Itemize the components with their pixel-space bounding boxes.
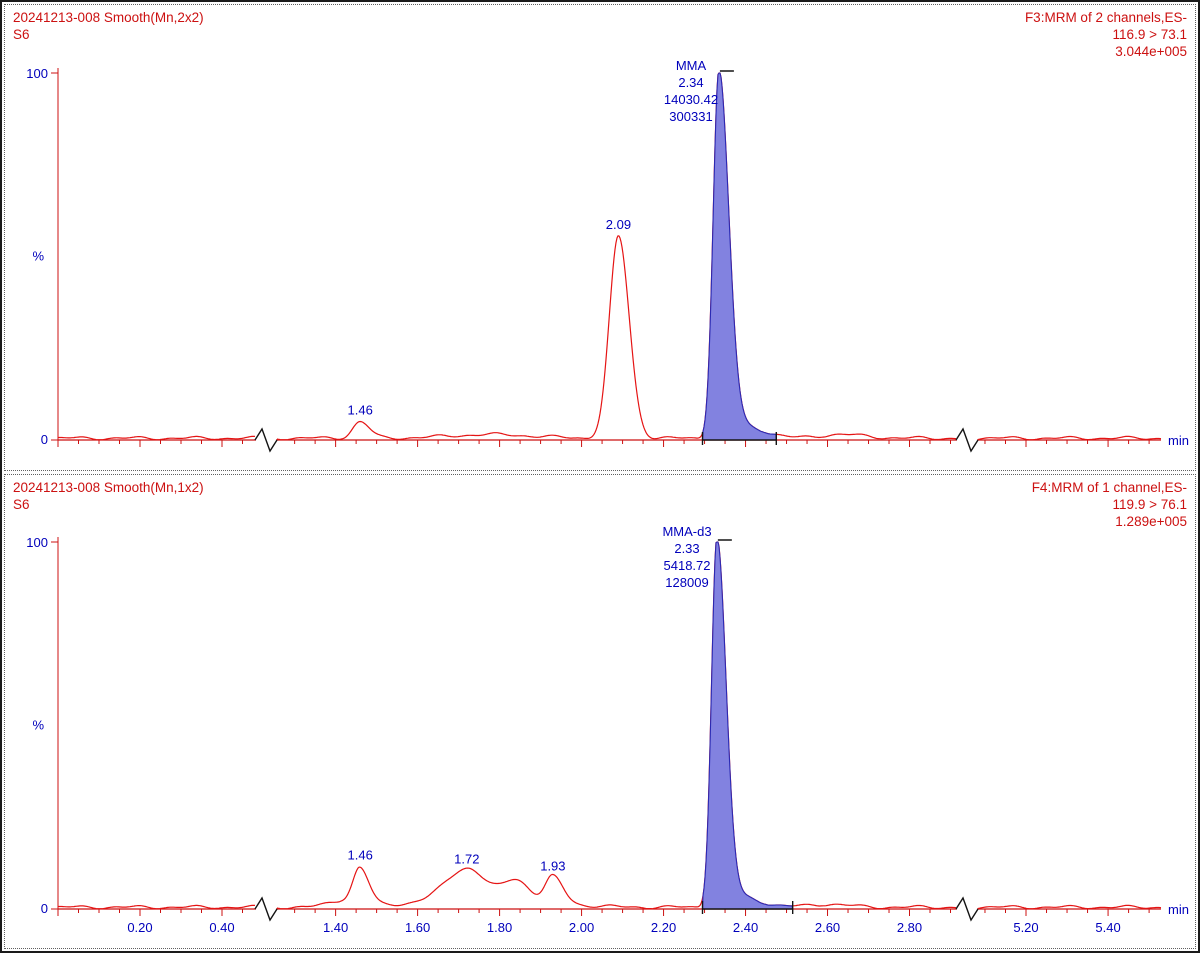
- channel-info-bottom: F4:MRM of 1 channel,ES- 119.9 > 76.1 1.2…: [1032, 479, 1187, 530]
- x-tick-label: 0.20: [127, 920, 152, 935]
- peak-rt-label: 2.09: [606, 217, 631, 232]
- intensity-line: 1.289e+005: [1115, 514, 1187, 529]
- sample-name-line: S6: [13, 27, 30, 42]
- axis-break-icon: [955, 427, 979, 453]
- y-axis-unit-label: %: [32, 718, 44, 733]
- peak-height: 300331: [669, 109, 713, 124]
- x-tick-label: 2.20: [651, 920, 676, 935]
- x-tick-label: 2.80: [897, 920, 922, 935]
- chromatogram-plot-top: 100 0% min 1.46 2.09: [26, 66, 1189, 453]
- y-axis-unit-label: %: [32, 249, 44, 264]
- x-tick-label: 1.60: [405, 920, 430, 935]
- sample-id-line: 20241213-008 Smooth(Mn,2x2): [13, 10, 204, 25]
- peak-rt-label: 1.46: [348, 848, 373, 863]
- y-axis-min-label: 0: [41, 432, 48, 447]
- chromatogram-trace: [977, 435, 1162, 441]
- axis-break-icon: [254, 427, 278, 453]
- peak-rt-label: 1.93: [540, 859, 565, 874]
- x-tick-label: 2.00: [569, 920, 594, 935]
- peak-annotation-bottom: MMA-d3 2.33 5418.72 128009: [602, 523, 772, 591]
- peak-rt: 2.34: [678, 75, 704, 90]
- chromatogram-trace: [977, 904, 1162, 910]
- intensity-line: 3.044e+005: [1115, 44, 1187, 59]
- y-axis-max-label: 100: [26, 535, 48, 550]
- x-tick-label: 5.20: [1013, 920, 1038, 935]
- peak-height: 128009: [665, 575, 709, 590]
- chromatogram-panel-bottom: 100 0% 0.20 0.40 1.40 1.60 1.80 2.00 2.20 2.40 2.6…: [4, 474, 1196, 949]
- peak-annotation-top: MMA 2.34 14030.42 300331: [606, 57, 776, 125]
- chromatogram-trace: [276, 72, 956, 441]
- x-tick-label: 1.80: [487, 920, 512, 935]
- chromatogram-panel-top: 100 0% min 1.46 2.09 20241213-008 Smooth(Mn,…: [4, 4, 1196, 471]
- channel-info-top: F3:MRM of 2 channels,ES- 116.9 > 73.1 3.…: [1025, 9, 1187, 60]
- x-tick-label: 2.60: [815, 920, 840, 935]
- x-tick-label: 2.40: [733, 920, 758, 935]
- axis-break-icon: [254, 896, 278, 922]
- peak-area: 14030.42: [663, 92, 719, 107]
- sample-id-line: 20241213-008 Smooth(Mn,1x2): [13, 480, 204, 495]
- peak-name: MMA: [675, 58, 707, 73]
- transition-line: 119.9 > 76.1: [1112, 497, 1187, 512]
- chromatogram-trace: [58, 435, 256, 441]
- chromatogram-plot-bottom: 100 0% 0.20 0.40 1.40 1.60 1.80 2.00 2.20 2.40 2.6…: [26, 535, 1189, 935]
- x-tick-label: 5.40: [1095, 920, 1120, 935]
- y-axis-max-label: 100: [26, 66, 48, 81]
- integrated-peak-fill: [701, 72, 777, 441]
- y-axis-min-label: 0: [41, 901, 48, 916]
- transition-line: 116.9 > 73.1: [1112, 27, 1187, 42]
- x-unit-label: min: [1168, 902, 1189, 917]
- axis-break-icon: [955, 896, 979, 922]
- peak-area: 5418.72: [663, 558, 711, 573]
- peak-rt-label: 1.46: [348, 402, 373, 417]
- x-tick-label: 1.40: [323, 920, 348, 935]
- chromatogram-trace: [58, 904, 256, 910]
- sample-info-top: 20241213-008 Smooth(Mn,2x2) S6: [13, 9, 204, 43]
- chromatogram-trace: [276, 541, 956, 910]
- sample-name-line: S6: [13, 497, 30, 512]
- integrated-peak-fill: [701, 541, 794, 910]
- function-line: F4:MRM of 1 channel,ES-: [1031, 480, 1187, 495]
- sample-info-bottom: 20241213-008 Smooth(Mn,1x2) S6: [13, 479, 204, 513]
- x-unit-label: min: [1168, 433, 1189, 448]
- x-tick-label: 0.40: [209, 920, 234, 935]
- peak-rt-label: 1.72: [454, 851, 479, 866]
- peak-name: MMA-d3: [662, 524, 712, 539]
- function-line: F3:MRM of 2 channels,ES-: [1024, 10, 1187, 25]
- peak-rt: 2.33: [674, 541, 700, 556]
